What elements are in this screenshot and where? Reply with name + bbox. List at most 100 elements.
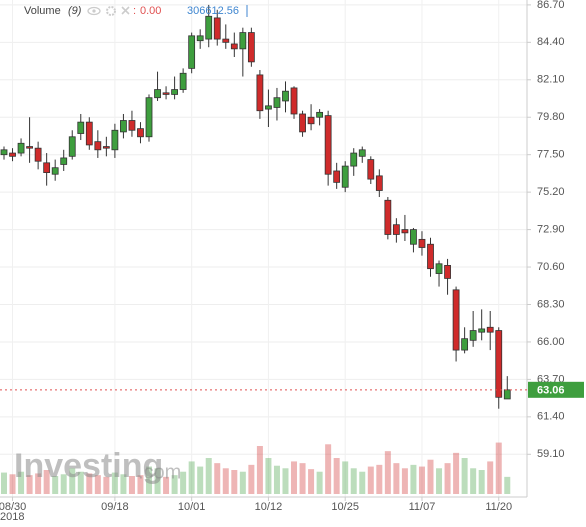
volume-period: (9) [68, 5, 82, 17]
candle-body [333, 170, 341, 183]
x-tick-label: 11/07 [409, 501, 436, 513]
volume-bar [86, 473, 93, 494]
candle-body [205, 15, 213, 40]
y-tick-label: 66.00 [537, 336, 565, 348]
volume-bar [137, 475, 144, 494]
volume-bar [43, 470, 50, 494]
x-tick-label: 08/30 [0, 501, 26, 513]
volume-bar [393, 463, 400, 494]
volume-bar [214, 463, 221, 494]
volume-bar [146, 466, 153, 494]
volume-bar [384, 451, 391, 494]
x-tick-label: 10/25 [331, 501, 359, 513]
candle-body [256, 74, 264, 112]
volume-bar [418, 466, 425, 494]
volume-bar [9, 474, 16, 494]
candle-body [435, 263, 443, 274]
y-tick-label: 61.40 [537, 411, 565, 423]
candle-body [162, 92, 170, 95]
candle-body [324, 115, 332, 175]
volume-bar [180, 471, 187, 494]
watermark-suffix: .com [138, 461, 181, 483]
volume-bar [248, 464, 255, 494]
volume-bar [427, 459, 434, 494]
grid [0, 0, 527, 497]
candle-body [77, 121, 85, 134]
volume-bar [273, 465, 280, 494]
candle-body [111, 129, 119, 151]
candle-body [384, 199, 392, 235]
y-tick-label: 70.60 [537, 261, 565, 273]
candle-body [17, 142, 25, 154]
volume-bar [205, 458, 212, 494]
y-tick-label: 72.90 [537, 223, 565, 235]
volume-bar [171, 475, 178, 494]
eye-icon[interactable] [87, 6, 101, 16]
y-tick-label: 77.50 [537, 149, 565, 161]
volume-bar [26, 475, 33, 494]
candle-body [60, 157, 68, 165]
close-icon[interactable] [121, 6, 130, 15]
y-tick-label: 79.80 [537, 111, 565, 123]
candle-body [230, 43, 238, 50]
candle-body [273, 97, 281, 108]
volume-separator: : [133, 5, 136, 17]
y-tick-label: 75.20 [537, 186, 565, 198]
candle-body [427, 243, 434, 270]
y-tick-label: 86.70 [537, 0, 565, 11]
candle-body [154, 89, 161, 99]
volume-bar [222, 468, 229, 494]
candle-body [51, 167, 59, 175]
y-tick-label: 59.10 [537, 448, 565, 460]
candle-body [392, 224, 400, 235]
volume-bar [52, 476, 59, 494]
candle-body [452, 289, 460, 351]
volume-bar [188, 461, 195, 494]
candle-body [0, 149, 8, 156]
candle-body [145, 97, 153, 138]
volume-bar [487, 461, 494, 494]
candle-body [410, 229, 417, 245]
candle-body [290, 87, 298, 115]
candle-body [137, 128, 144, 138]
settings-icon[interactable] [106, 6, 116, 16]
last-price-box [528, 381, 584, 398]
candle-body [375, 175, 383, 191]
candle-body [171, 89, 179, 95]
candle-body [68, 136, 76, 157]
candle-body [486, 326, 494, 333]
candle-body [179, 72, 187, 90]
volume-bar [316, 471, 323, 494]
x-tick-label: 10/12 [255, 501, 283, 513]
candle-body [196, 35, 204, 42]
candle-body [120, 120, 127, 133]
volume-bar [367, 466, 374, 494]
volume-bar [69, 468, 76, 494]
candle-body [401, 229, 409, 234]
volume-bar [410, 464, 417, 494]
candle-body [102, 146, 110, 149]
volume-bar [77, 471, 84, 494]
candle-body [188, 35, 196, 69]
year-label: 2018 [0, 511, 24, 522]
candle-body [444, 265, 451, 279]
candle-body [85, 121, 93, 146]
candle-body [478, 328, 486, 333]
candle-body [418, 238, 426, 248]
x-tick-label: 09/18 [101, 501, 129, 513]
y-tick-label: 82.10 [537, 74, 565, 86]
candle-body [265, 105, 272, 110]
volume-pane [1, 442, 511, 494]
volume-bar [453, 452, 460, 494]
volume-bar [60, 474, 67, 494]
candle-body [307, 116, 315, 125]
candle-body [503, 389, 511, 400]
candle-body [282, 90, 289, 102]
volume-bar [163, 476, 170, 494]
volume-bar [504, 476, 511, 494]
candle-body [367, 159, 375, 180]
y-tick-label: 68.30 [537, 298, 565, 310]
